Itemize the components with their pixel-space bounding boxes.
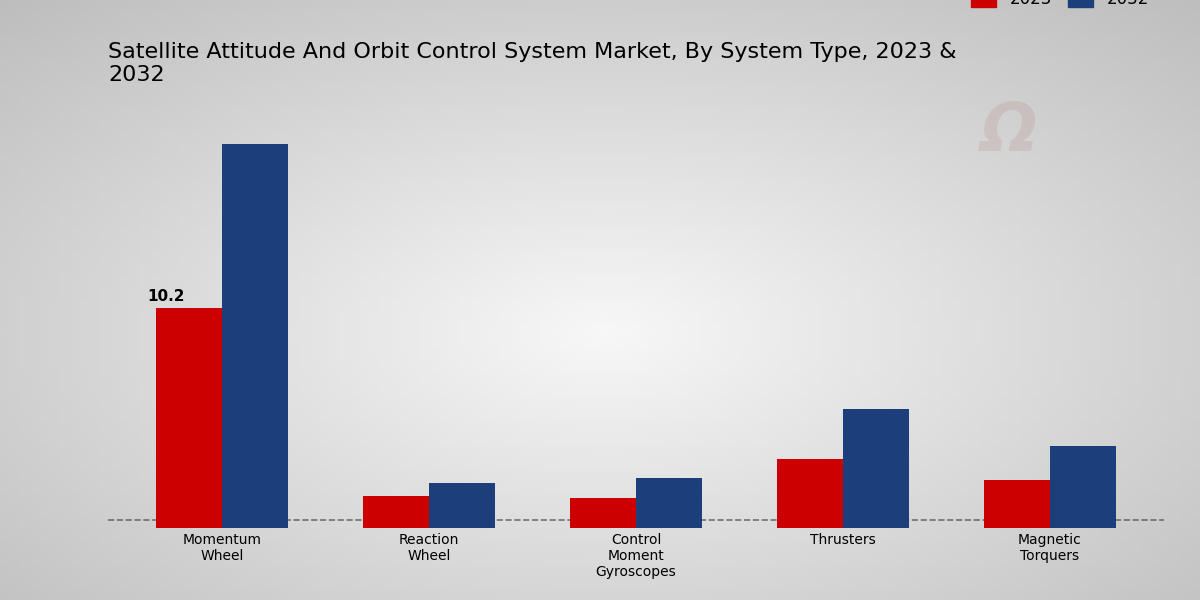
Bar (570, 498, 636, 528)
Text: Ω: Ω (979, 99, 1037, 165)
Bar (776, 459, 842, 528)
Bar (636, 478, 702, 528)
Bar (984, 481, 1050, 528)
Bar (1050, 446, 1116, 528)
Text: 10.2: 10.2 (148, 289, 185, 304)
Legend: 2023, 2032: 2023, 2032 (965, 0, 1156, 15)
Bar (156, 308, 222, 528)
Bar (430, 482, 496, 528)
Bar (222, 143, 288, 528)
Bar (362, 496, 430, 528)
Bar (842, 409, 910, 528)
Text: Satellite Attitude And Orbit Control System Market, By System Type, 2023 &
2032: Satellite Attitude And Orbit Control Sys… (108, 42, 956, 85)
